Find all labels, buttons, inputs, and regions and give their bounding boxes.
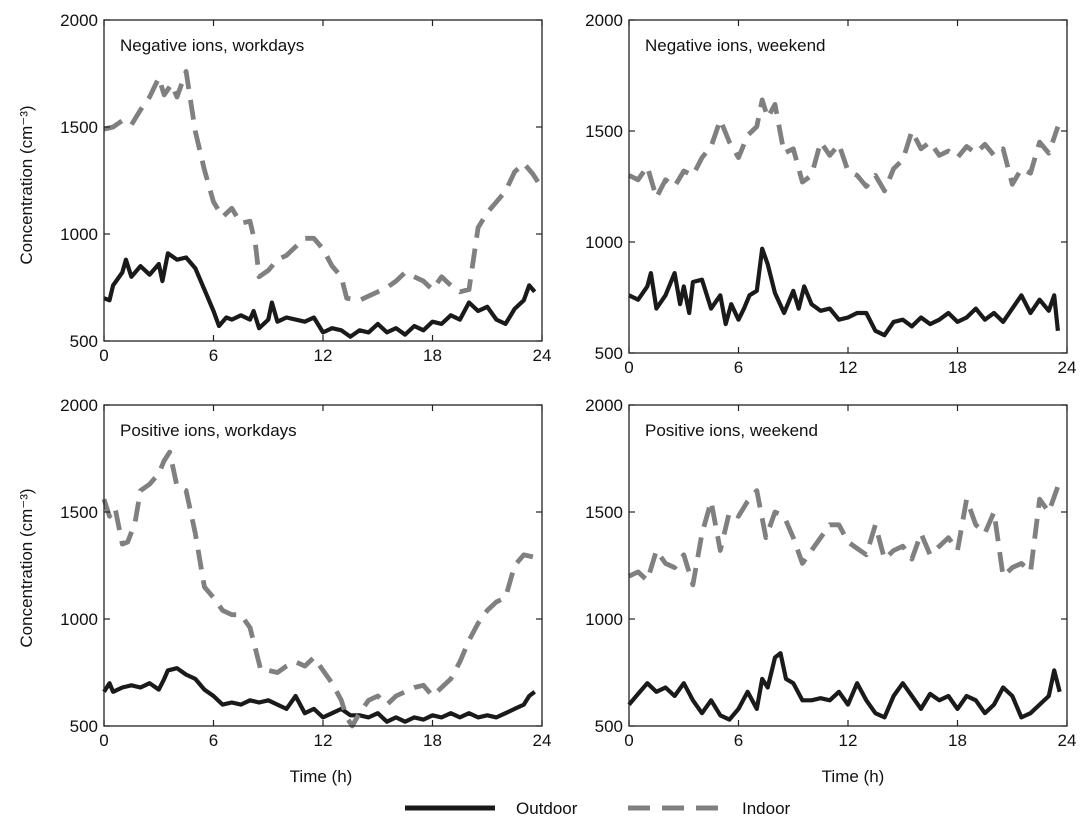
- y-tick-label: 1500: [60, 118, 98, 137]
- x-tick-label: 24: [533, 346, 552, 365]
- y-tick-label: 2000: [60, 11, 98, 30]
- series-line-indoor: [103, 69, 541, 303]
- legend-outdoor-label: Outdoor: [516, 799, 578, 818]
- x-tick-label: 6: [734, 731, 743, 750]
- x-axis-label-right: Time (h): [822, 767, 885, 786]
- y-tick-label: 2000: [60, 396, 98, 415]
- x-tick-label: 18: [423, 346, 442, 365]
- panel-title: Negative ions, weekend: [645, 36, 826, 55]
- y-tick-label: 1500: [585, 122, 623, 141]
- x-tick-label: 0: [99, 346, 108, 365]
- series-line-outdoor: [103, 251, 537, 339]
- panel-negative-ions-weekend: 0 6 12 18 24 500 1000 1500 2000 Negative ions, we…: [585, 11, 1076, 377]
- y-tick-label: 500: [70, 717, 98, 736]
- x-tick-label: 24: [533, 731, 552, 750]
- y-axis-label-top: Concentration (cm⁻³): [17, 105, 36, 264]
- x-axis-label-left: Time (h): [290, 767, 353, 786]
- y-tick-label: 500: [70, 332, 98, 351]
- y-tick-label: 500: [595, 717, 623, 736]
- panel-negative-ions-workdays: 0 6 12 18 24 500 1000 1500 2000 Negative ions, wo…: [60, 11, 551, 365]
- plot-frame: [628, 19, 1068, 354]
- legend: Outdoor Indoor: [405, 799, 791, 818]
- x-tick-label: 0: [624, 358, 633, 377]
- y-tick-label: 1500: [585, 503, 623, 522]
- panel-positive-ions-weekend: 0 6 12 18 24 500 1000 1500 2000 Positive ions, we…: [585, 396, 1076, 750]
- panel-title: Positive ions, weekend: [645, 421, 818, 440]
- x-tick-label: 6: [209, 346, 218, 365]
- panel-title: Negative ions, workdays: [120, 36, 304, 55]
- x-tick-label: 12: [314, 731, 333, 750]
- legend-indoor-label: Indoor: [742, 799, 791, 818]
- panel-title: Positive ions, workdays: [120, 421, 297, 440]
- x-tick-label: 18: [948, 358, 967, 377]
- plot-frame: [103, 19, 543, 342]
- y-tick-label: 500: [595, 344, 623, 363]
- panels: 0 6 12 18 24 500 1000 1500 2000 Negative ions, wo…: [60, 11, 1076, 750]
- y-tick-label: 1000: [585, 610, 623, 629]
- x-tick-label: 12: [839, 731, 858, 750]
- y-tick-label: 1000: [60, 610, 98, 629]
- x-tick-label: 6: [734, 358, 743, 377]
- x-tick-label: 12: [314, 346, 333, 365]
- series-line-indoor: [101, 449, 534, 729]
- series-line-outdoor: [627, 651, 1062, 722]
- x-tick-label: 0: [624, 731, 633, 750]
- panel-positive-ions-workdays: 0 6 12 18 24 500 1000 1500 2000 Positive ions, wo…: [60, 396, 551, 750]
- y-tick-label: 1500: [60, 503, 98, 522]
- series-line-outdoor: [628, 246, 1060, 338]
- y-axis-label-bottom: Concentration (cm⁻³): [17, 488, 36, 647]
- series-line-outdoor: [102, 666, 536, 724]
- series-line-indoor: [627, 485, 1061, 588]
- y-tick-label: 1000: [585, 233, 623, 252]
- x-tick-label: 0: [99, 731, 108, 750]
- x-tick-label: 18: [423, 731, 442, 750]
- y-tick-label: 2000: [585, 11, 623, 30]
- x-tick-label: 24: [1058, 358, 1077, 377]
- x-tick-label: 12: [839, 358, 858, 377]
- x-tick-label: 24: [1058, 731, 1077, 750]
- x-tick-label: 18: [948, 731, 967, 750]
- series-line-indoor: [627, 97, 1061, 200]
- y-tick-label: 1000: [60, 225, 98, 244]
- x-tick-label: 6: [209, 731, 218, 750]
- y-tick-label: 2000: [585, 396, 623, 415]
